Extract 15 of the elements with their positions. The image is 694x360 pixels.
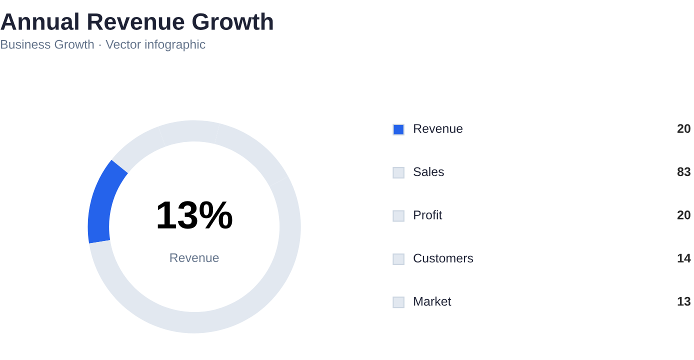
text: 13% [158, 201, 232, 229]
data-label: 13 [678, 296, 690, 306]
data-label: 20 [677, 210, 690, 220]
text: Revenue [170, 253, 219, 262]
legend-label: Sales [414, 166, 444, 176]
chart-title: Annual Revenue Growth [0, 12, 273, 30]
legend-label: Revenue [414, 124, 463, 133]
legend-label: Profit [414, 210, 442, 220]
legend-label: Market [414, 296, 452, 306]
data-label: 83 [677, 167, 690, 176]
data-label: 20 [677, 124, 690, 133]
donut-slice [88, 160, 128, 244]
data-label: 14 [678, 254, 691, 262]
legend-label: Customers [414, 254, 474, 263]
chart-subtitle: Business Growth · Vector infographic [1, 40, 206, 52]
